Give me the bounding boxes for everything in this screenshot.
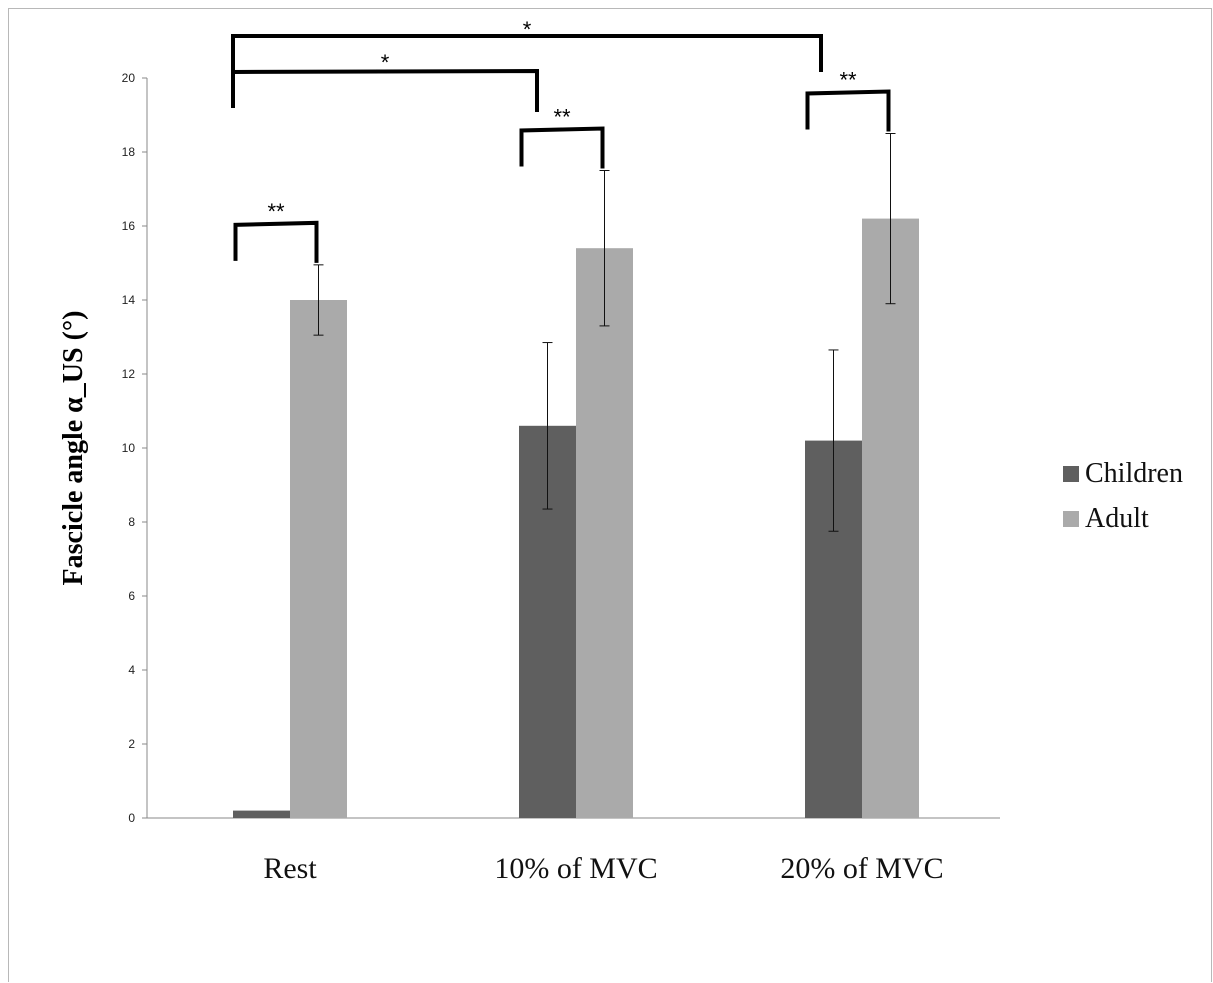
- bar-adult: [290, 300, 347, 818]
- x-category-label: Rest: [263, 852, 317, 885]
- pair-significance-label: **: [839, 68, 857, 93]
- pair-significance-bracket: [519, 126, 605, 169]
- group-significance-label: *: [381, 50, 390, 75]
- bar-children: [233, 810, 290, 818]
- y-tick-label: 4: [128, 663, 135, 677]
- y-tick-label: 8: [128, 515, 135, 529]
- x-category-label: 20% of MVC: [780, 852, 943, 885]
- y-tick-label: 2: [128, 737, 135, 751]
- y-tick-label: 18: [122, 145, 136, 159]
- bar-adult: [862, 218, 919, 819]
- y-axis-ticks: 0 2 4 6 8 10 12 14 16 18 20: [122, 71, 147, 825]
- group-significance-bracket: [231, 68, 539, 112]
- error-bars: [313, 133, 896, 532]
- y-tick-label: 20: [122, 71, 136, 85]
- pair-significance-label: **: [553, 105, 571, 130]
- y-tick-label: 16: [122, 219, 136, 233]
- y-tick-label: 12: [122, 367, 136, 381]
- y-axis-label: Fascicle angle α_US (°): [58, 311, 89, 586]
- x-axis-categories: Rest 10% of MVC 20% of MVC: [263, 852, 943, 885]
- bars: [233, 218, 919, 819]
- x-category-label: 10% of MVC: [494, 852, 657, 885]
- y-tick-label: 14: [122, 293, 136, 307]
- legend: Children Adult: [1063, 458, 1183, 534]
- group-significance-bracket: [231, 34, 823, 74]
- y-tick-label: 6: [128, 589, 135, 603]
- pair-significance-label: **: [267, 199, 285, 224]
- chart-frame: [8, 8, 1212, 982]
- legend-label-children: Children: [1085, 458, 1183, 489]
- legend-label-adult: Adult: [1085, 503, 1149, 534]
- y-tick-label: 0: [128, 811, 135, 825]
- y-tick-label: 10: [122, 441, 136, 455]
- pair-significance-bracket: [805, 89, 891, 132]
- significance-brackets: ********: [231, 17, 891, 263]
- group-significance-label: *: [523, 17, 532, 42]
- legend-swatch-children: [1063, 466, 1079, 482]
- bar-adult: [576, 248, 633, 818]
- legend-swatch-adult: [1063, 511, 1079, 527]
- pair-significance-bracket: [233, 220, 319, 263]
